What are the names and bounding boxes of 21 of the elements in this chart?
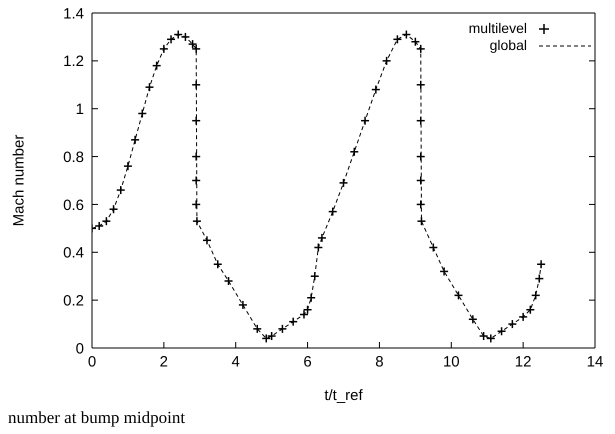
y-tick-label: 0.6 — [63, 196, 84, 214]
y-tick-label: 1.4 — [63, 5, 84, 22]
x-tick-label: 2 — [160, 354, 168, 371]
y-tick-label: 0.8 — [63, 148, 84, 166]
x-tick-label: 12 — [514, 354, 532, 371]
x-axis-title: t/t_ref — [324, 387, 364, 404]
x-tick-label: 8 — [375, 354, 384, 371]
legend-label: global — [490, 37, 527, 54]
x-tick-label: 0 — [88, 354, 96, 371]
y-axis-title: Mach number — [10, 134, 28, 226]
x-tick-label: 4 — [232, 354, 240, 371]
y-tick-label: 1 — [76, 101, 84, 118]
x-tick-label: 10 — [442, 354, 460, 371]
legend-label: multilevel — [468, 20, 527, 37]
y-tick-label: 0.4 — [63, 244, 84, 262]
y-tick-label: 0 — [76, 340, 84, 358]
y-tick-label: 0.2 — [63, 292, 84, 310]
y-tick-label: 1.2 — [63, 53, 84, 70]
x-tick-label: 14 — [586, 354, 604, 371]
x-tick-label: 6 — [303, 354, 312, 371]
text: number at bump midpoint — [8, 408, 186, 428]
